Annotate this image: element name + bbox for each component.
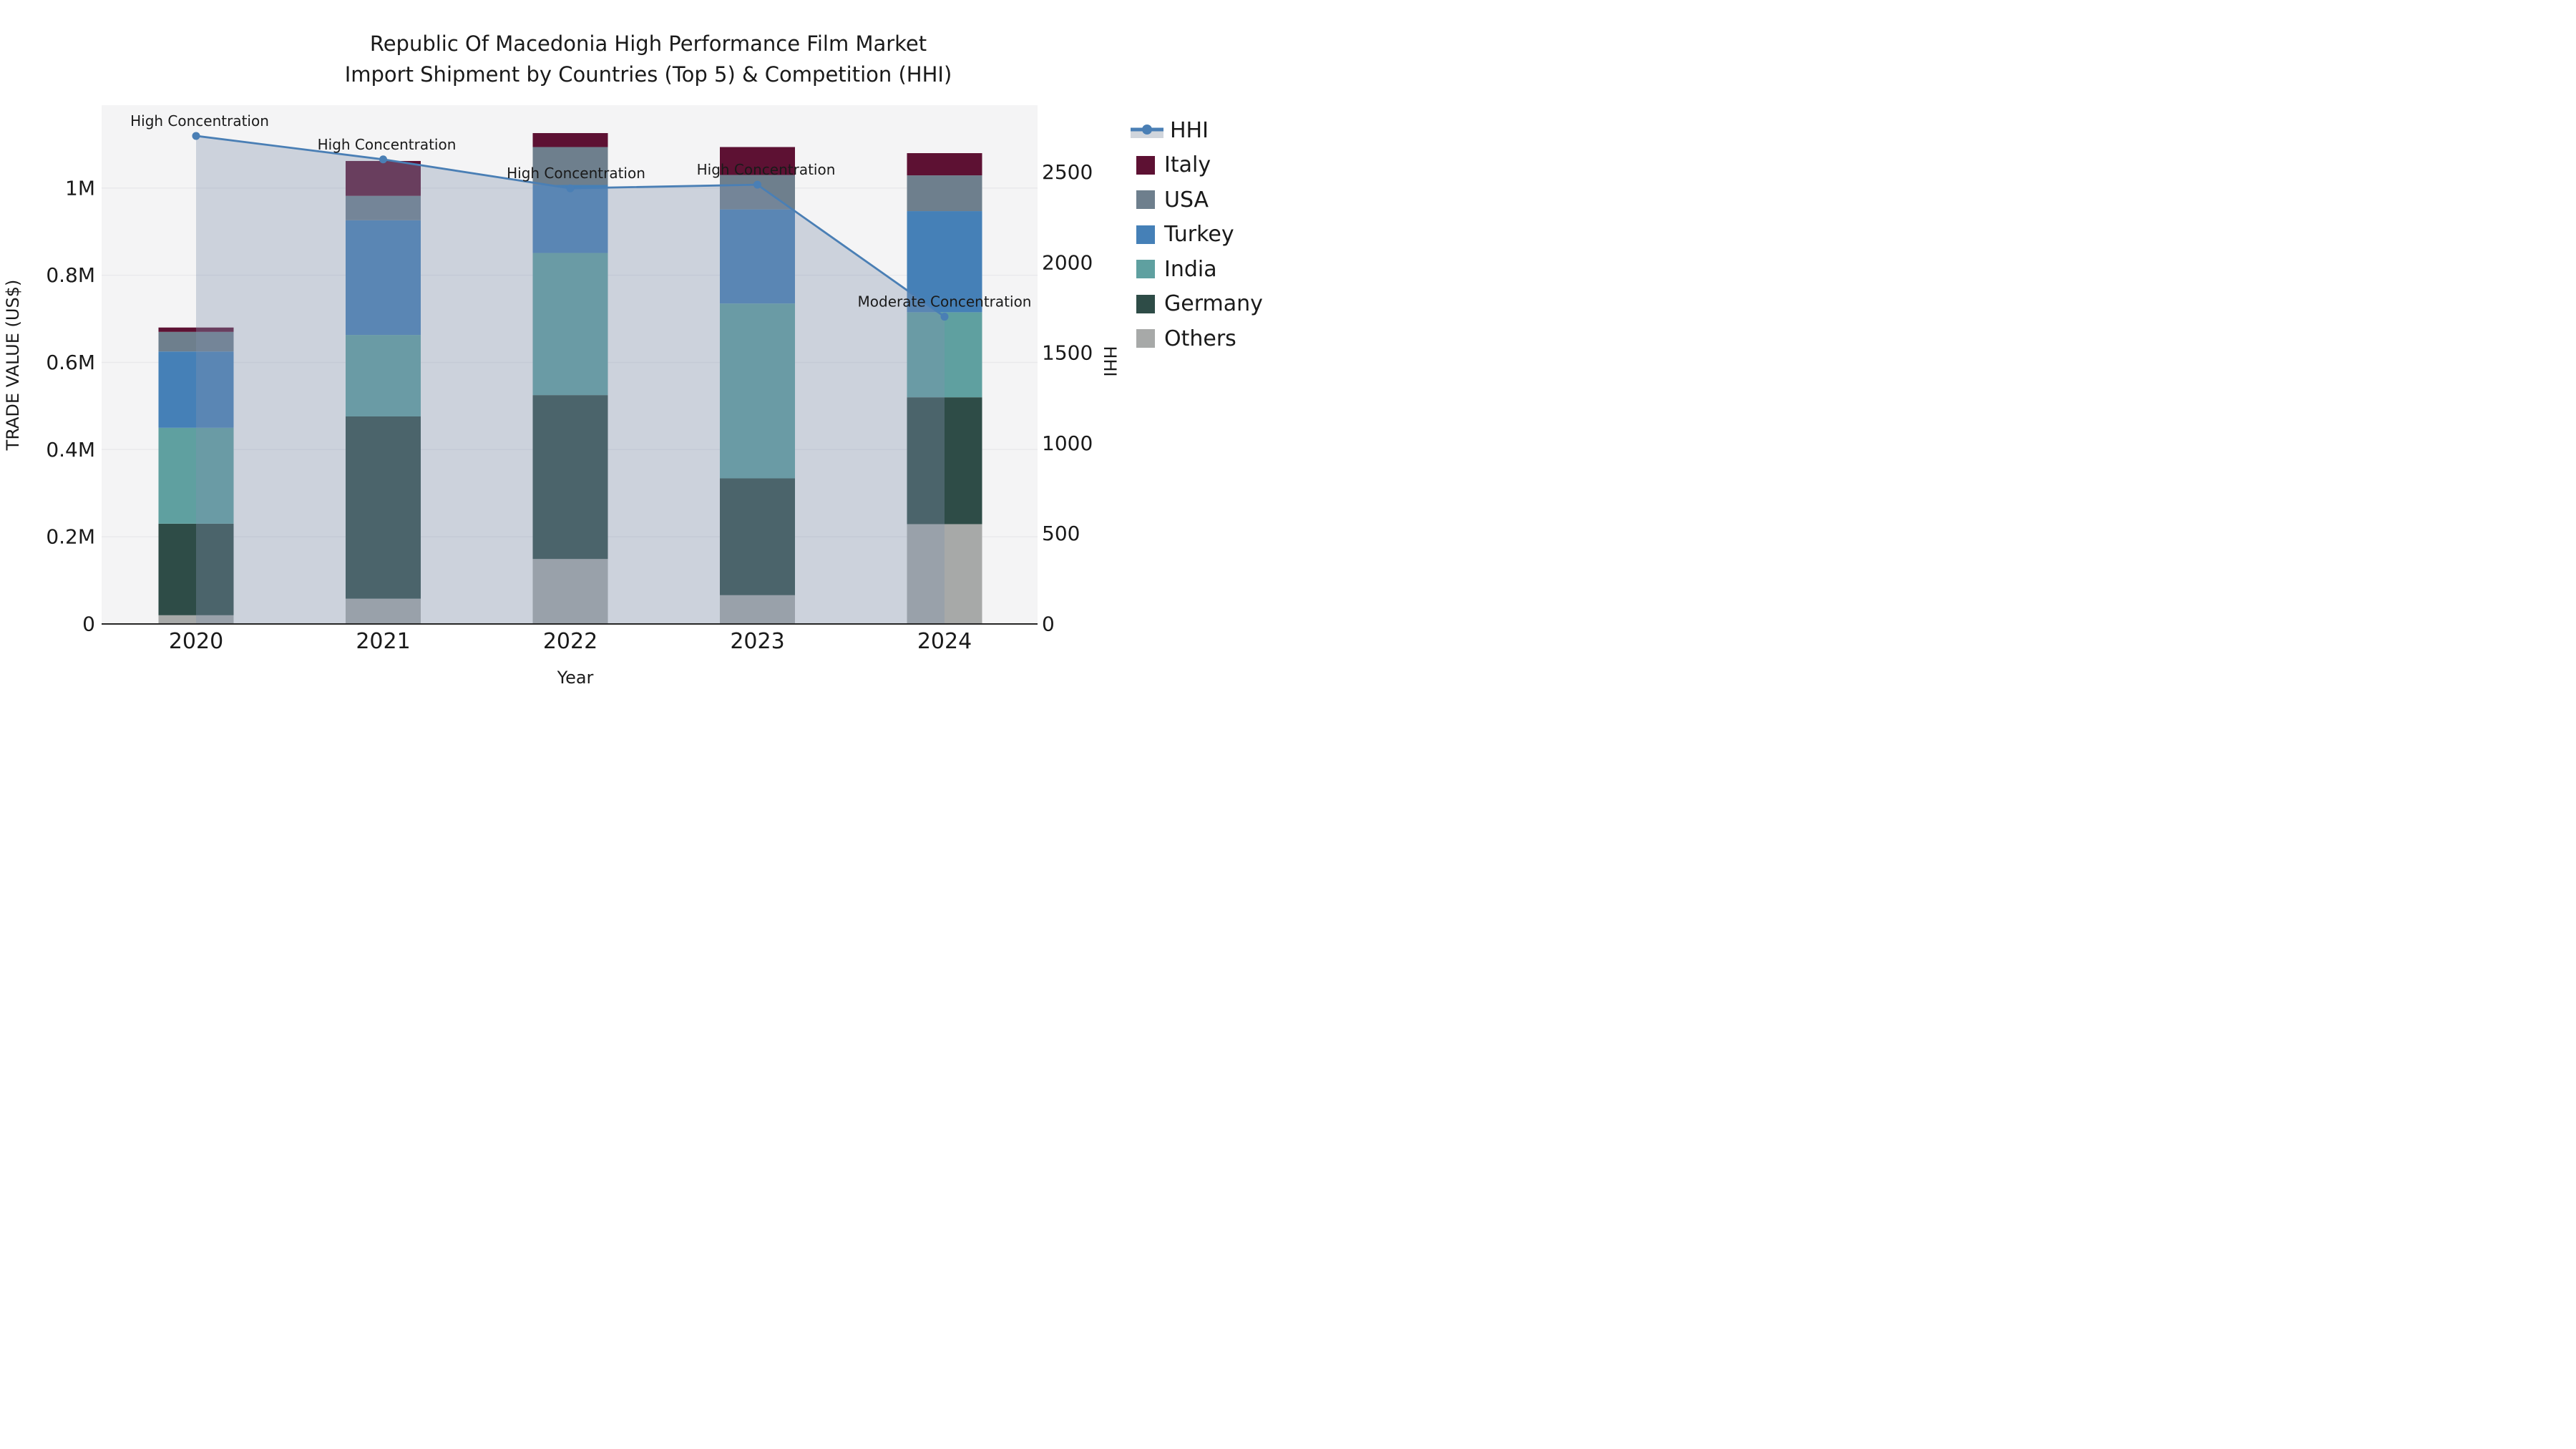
hhi-marker-2020[interactable] [192,132,200,140]
bar-segment-usa-2020[interactable] [158,331,234,352]
bar-segment-india-2021[interactable] [346,335,421,416]
y-left-tick-0.2M: 0.2M [46,525,95,549]
legend-label-turkey: Turkey [1164,222,1234,248]
y-right-tick-1000: 1000 [1042,431,1093,455]
legend-label-india: India [1164,256,1217,282]
y-left-tick-0.4M: 0.4M [46,438,95,462]
bar-segment-others-2020[interactable] [158,615,234,624]
legend-label-others: Others [1164,326,1236,351]
y-right-tick-2500: 2500 [1042,160,1093,184]
bar-segment-others-2021[interactable] [346,598,421,624]
legend-swatch-hhi-line-icon [1131,125,1163,139]
legend-label-usa: USA [1164,187,1209,213]
chart-title-line1: Republic Of Macedonia High Performance F… [369,31,927,56]
bar-segment-germany-2020[interactable] [158,523,234,615]
bar-segment-others-2024[interactable] [907,524,982,624]
y-left-tick-1M: 1M [65,176,95,200]
y-right-tick-1500: 1500 [1042,341,1093,365]
hhi-marker-2021[interactable] [379,155,387,164]
bar-segment-italy-2021[interactable] [346,160,421,196]
y-left-tick-0.8M: 0.8M [46,263,95,287]
bar-segment-italy-2020[interactable] [158,327,234,332]
x-tick-2022: 2022 [543,629,597,654]
bar-segment-turkey-2020[interactable] [158,351,234,428]
bar-segment-india-2023[interactable] [720,303,795,479]
figure: Republic Of Macedonia High Performance F… [0,0,1288,724]
legend-swatch-italy [1136,155,1155,175]
bar-segment-india-2022[interactable] [532,253,608,396]
y-right-tick-500: 500 [1042,522,1080,545]
bar-segment-usa-2022[interactable] [532,147,608,185]
x-axis-title: Year [557,668,594,688]
legend-item-italy[interactable]: Italy [1136,148,1263,183]
legend-swatch-usa [1136,190,1155,210]
hhi-marker-2024[interactable] [940,313,949,321]
bar-segment-turkey-2022[interactable] [532,185,608,253]
legend-item-turkey[interactable]: Turkey [1136,218,1263,253]
chart-canvas: 0 0.2M 0.4M 0.6M 0.8M 1M 0 500 1000 1500 2000 2500 2… [3,105,1120,688]
bar-segment-turkey-2021[interactable] [346,220,421,336]
x-tick-2021: 2021 [356,629,410,654]
legend-swatch-india [1136,260,1155,279]
annotation-2023: High Concentration [697,161,836,178]
annotation-2020: High Concentration [130,112,269,130]
legend-item-hhi[interactable]: HHI [1131,113,1263,148]
legend: HHI Italy USA Turkey India Germany Others [1131,113,1263,356]
hhi-area [196,135,945,625]
bar-segment-germany-2022[interactable] [532,395,608,560]
bar-segment-germany-2021[interactable] [346,416,421,599]
legend-label-germany: Germany [1164,291,1263,317]
chart-title-line2: Import Shipment by Countries (Top 5) & C… [344,62,952,87]
legend-item-germany[interactable]: Germany [1136,287,1263,322]
chart-title: Republic Of Macedonia High Performance F… [9,29,1288,90]
bar-segment-germany-2024[interactable] [907,397,982,525]
bar-segment-turkey-2024[interactable] [907,211,982,313]
y-left-axis-title: TRADE VALUE (US$) [3,280,23,452]
bar-segment-india-2020[interactable] [158,427,234,524]
y-right-tick-0: 0 [1042,613,1055,636]
legend-item-usa[interactable]: USA [1136,182,1263,218]
legend-swatch-others [1136,329,1155,348]
annotation-2022: High Concentration [507,165,645,182]
hhi-marker-2022[interactable] [566,184,575,192]
y-right-tick-2000: 2000 [1042,250,1093,274]
legend-label-italy: Italy [1164,152,1211,178]
bar-segment-usa-2023[interactable] [720,175,795,210]
bar-segment-turkey-2023[interactable] [720,209,795,304]
x-tick-2024: 2024 [917,629,972,654]
annotation-2021: High Concentration [318,136,457,153]
y-right-axis-title: HHI [1100,346,1120,376]
x-tick-2020: 2020 [169,629,223,654]
legend-swatch-turkey [1136,225,1155,244]
legend-item-india[interactable]: India [1136,252,1263,287]
hhi-marker-2023[interactable] [753,180,761,189]
bar-segment-usa-2024[interactable] [907,175,982,212]
bar-segment-italy-2023[interactable] [720,147,795,175]
y-left-tick-0.6M: 0.6M [46,351,95,374]
bar-segment-others-2023[interactable] [720,595,795,624]
bar-segment-italy-2024[interactable] [907,153,982,176]
bar-segment-germany-2023[interactable] [720,478,795,595]
legend-label-hhi: HHI [1170,117,1209,143]
bar-segment-italy-2022[interactable] [532,132,608,147]
bar-segment-usa-2021[interactable] [346,195,421,220]
bar-segment-others-2022[interactable] [532,559,608,624]
y-left-tick-0: 0 [82,613,95,636]
x-tick-2023: 2023 [730,629,784,654]
legend-swatch-germany [1136,294,1155,313]
bar-segment-india-2024[interactable] [907,312,982,398]
annotation-2024: Moderate Concentration [858,293,1032,311]
legend-item-others[interactable]: Others [1136,321,1263,356]
